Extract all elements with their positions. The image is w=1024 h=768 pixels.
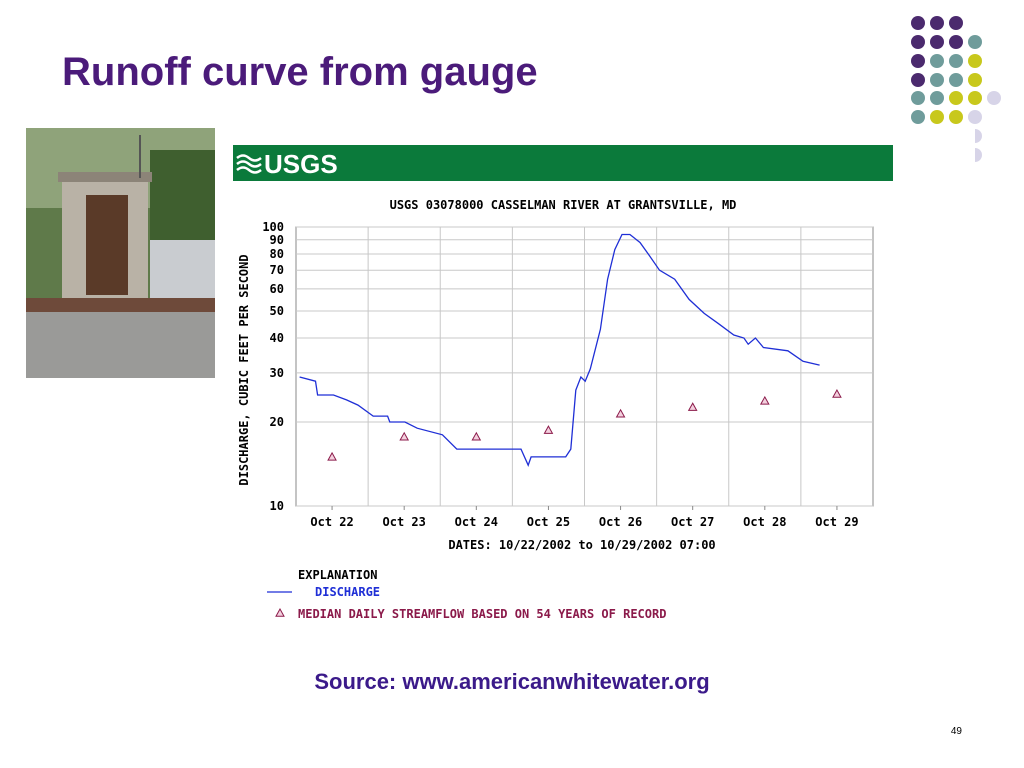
y-tick-label: 70 xyxy=(270,263,284,277)
y-axis-label: DISCHARGE, CUBIC FEET PER SECOND xyxy=(237,254,251,485)
legend-label: DISCHARGE xyxy=(315,585,380,599)
x-tick-label: Oct 24 xyxy=(455,515,498,529)
source: Source: www.americanwhitewater.org xyxy=(314,669,709,694)
logo-waves xyxy=(236,154,262,174)
y-tick-label: 10 xyxy=(270,499,284,513)
x-tick-label: Oct 27 xyxy=(671,515,714,529)
x-axis-label: DATES: 10/22/2002 to 10/29/2002 07:00 xyxy=(448,538,715,552)
y-tick-label: 20 xyxy=(270,415,284,429)
slide-title: Runoff curve from gauge xyxy=(62,50,538,94)
legend-title: EXPLANATION xyxy=(298,568,377,582)
median-marker xyxy=(399,431,410,441)
dot-pattern xyxy=(911,16,1001,162)
gauge-photo xyxy=(26,128,215,378)
discharge-line xyxy=(299,233,820,467)
y-tick-label: 90 xyxy=(270,233,284,247)
x-tick-label: Oct 26 xyxy=(599,515,642,529)
y-tick-label: 100 xyxy=(262,220,284,234)
logo-text: USGS xyxy=(264,149,338,179)
y-tick-label: 60 xyxy=(270,282,284,296)
x-tick-label: Oct 22 xyxy=(310,515,353,529)
y-tick-label: 80 xyxy=(270,247,284,261)
chart-title: USGS 03078000 CASSELMAN RIVER AT GRANTSV… xyxy=(390,198,737,212)
median-marker xyxy=(471,431,482,441)
legend-label: MEDIAN DAILY STREAMFLOW BASED ON 54 YEAR… xyxy=(298,607,666,621)
median-marker xyxy=(615,408,626,418)
median-marker xyxy=(327,451,337,461)
median-marker xyxy=(832,388,842,398)
median-marker xyxy=(543,425,554,434)
median-marker xyxy=(687,402,698,411)
logo-band xyxy=(233,145,893,181)
y-tick-label: 40 xyxy=(270,331,284,345)
median-marker xyxy=(759,395,770,405)
x-tick-label: Oct 25 xyxy=(527,515,570,529)
x-tick-label: Oct 23 xyxy=(383,515,426,529)
x-tick-label: Oct 28 xyxy=(743,515,786,529)
y-tick-label: 30 xyxy=(270,366,284,380)
x-tick-label: Oct 29 xyxy=(815,515,858,529)
y-tick-label: 50 xyxy=(270,304,284,318)
legend-marker xyxy=(275,607,285,617)
page-number: 49 xyxy=(951,726,963,737)
